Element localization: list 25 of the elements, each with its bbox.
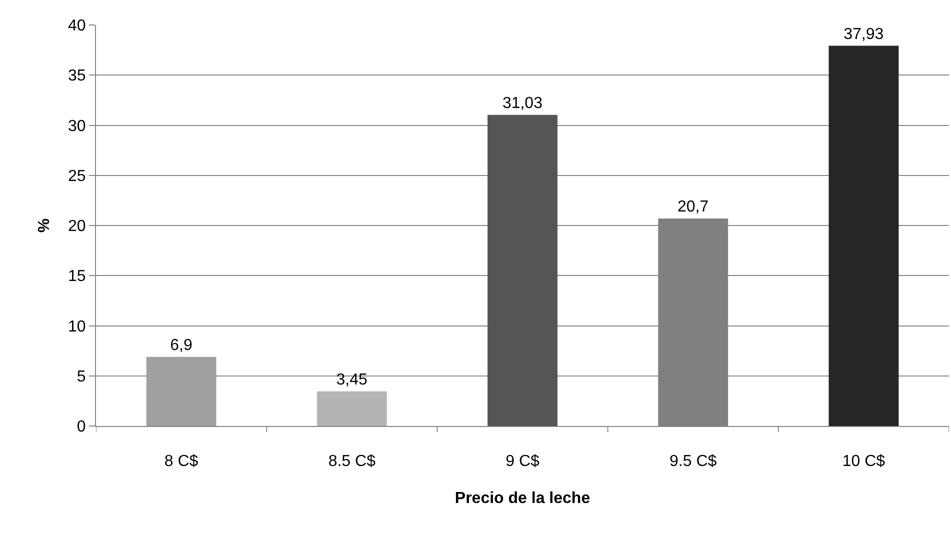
data-label: 31,03 bbox=[502, 94, 543, 112]
data-label: 3,45 bbox=[336, 371, 368, 388]
data-label: 37,93 bbox=[844, 26, 884, 43]
y-axis-title: % bbox=[36, 218, 53, 233]
y-tick-label: 15 bbox=[68, 268, 86, 286]
x-tick-label: 8 C$ bbox=[164, 453, 198, 470]
y-tick-label: 0 bbox=[76, 418, 86, 436]
y-tick-label: 35 bbox=[68, 68, 86, 85]
bar bbox=[316, 391, 387, 426]
x-tick-label: 9 C$ bbox=[506, 453, 540, 470]
data-label: 6,9 bbox=[170, 336, 192, 354]
x-tick-label: 9.5 C$ bbox=[670, 453, 717, 470]
data-label: 20,7 bbox=[677, 198, 709, 216]
bar bbox=[828, 46, 899, 426]
y-tick-label: 40 bbox=[68, 18, 86, 35]
x-tick-label: 10 C$ bbox=[842, 453, 886, 470]
y-tick-label: 20 bbox=[68, 218, 86, 236]
bar bbox=[146, 356, 216, 426]
y-tick-label: 10 bbox=[68, 318, 86, 336]
y-tick-label: 30 bbox=[68, 118, 86, 135]
x-axis-title: Precio de la leche bbox=[454, 490, 590, 507]
bar bbox=[488, 114, 558, 426]
y-tick-label: 5 bbox=[76, 368, 86, 386]
x-tick-label: 8.5 C$ bbox=[328, 453, 376, 470]
y-tick-label: 25 bbox=[68, 168, 86, 185]
